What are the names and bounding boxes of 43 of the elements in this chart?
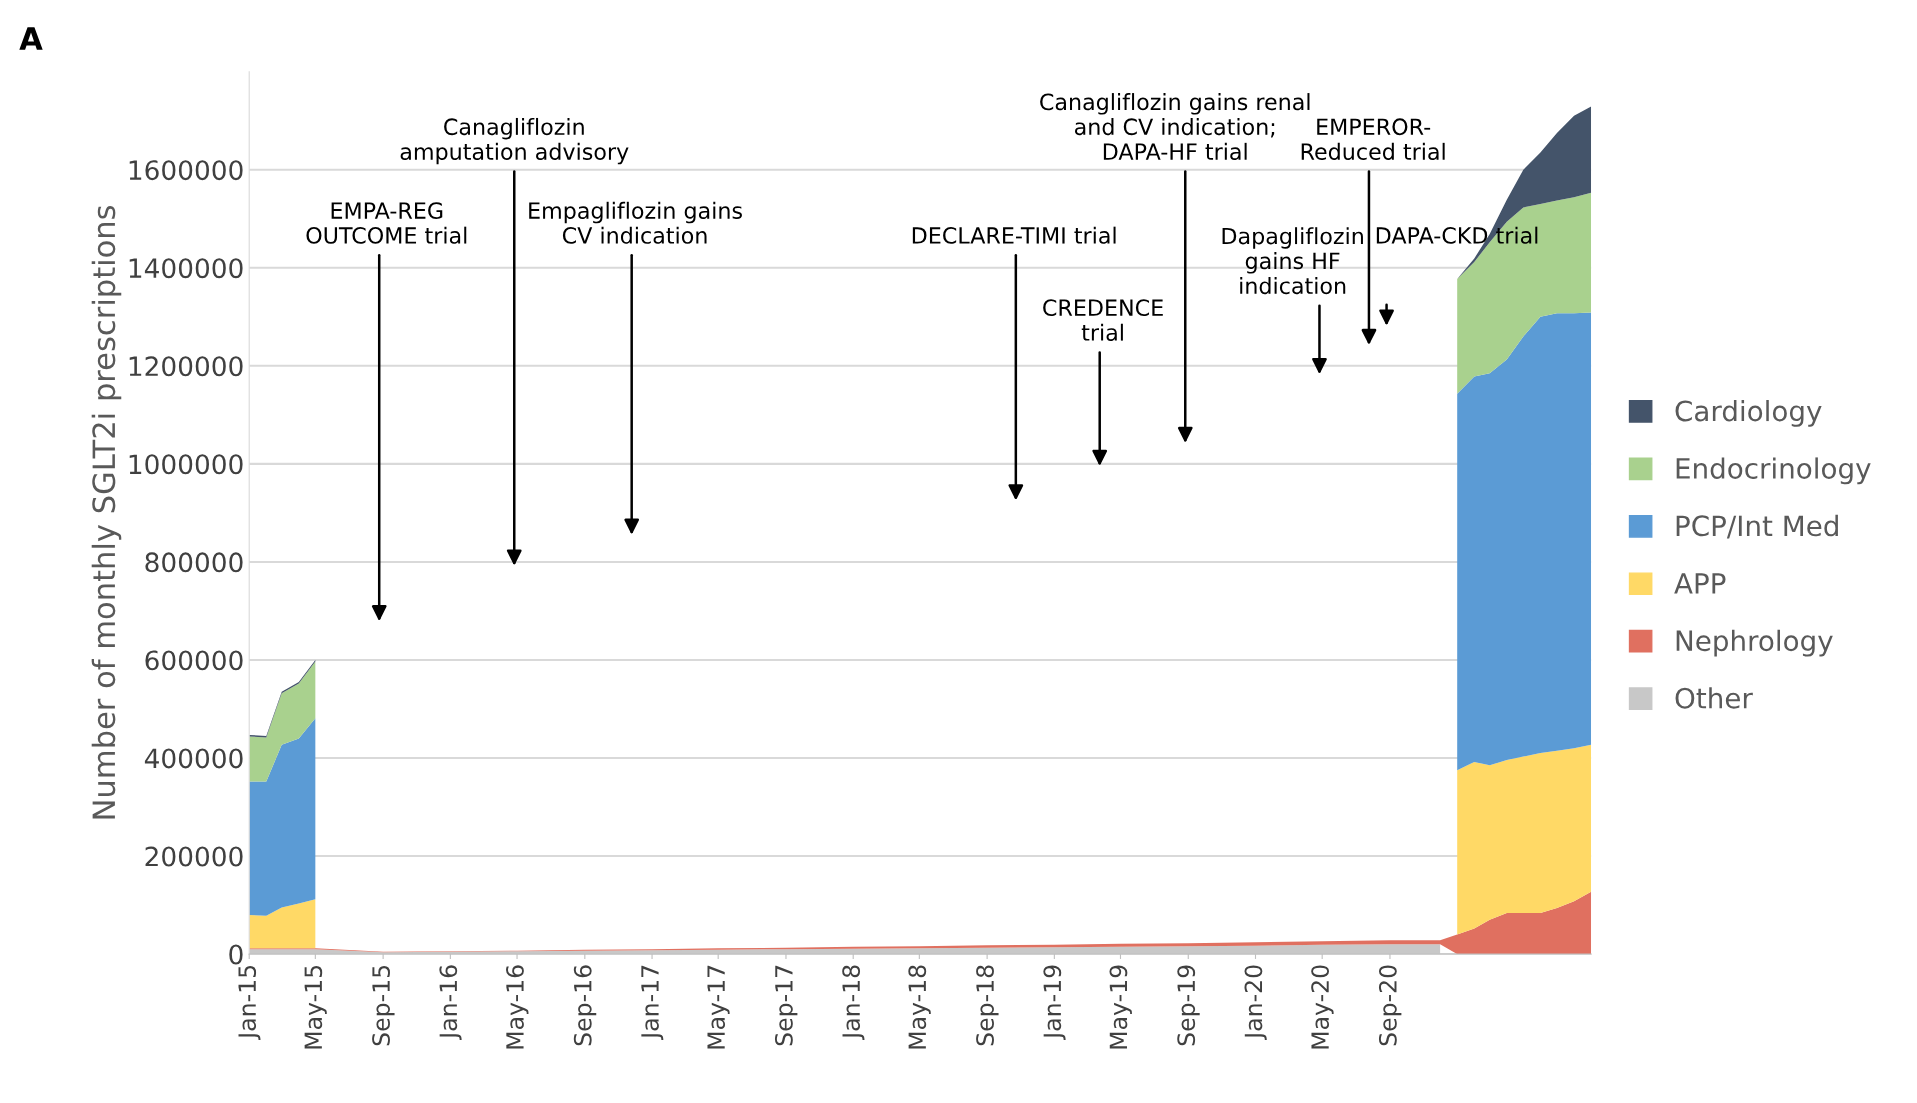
- legend-label: APP: [1674, 573, 1726, 594]
- y-axis-title: Number of monthly SGLT2i prescriptions: [91, 205, 122, 819]
- y-tick-label: 600000: [145, 650, 243, 671]
- y-tick-label: 0: [229, 944, 243, 965]
- annotation: Dapagliflozin gains HF indication: [1222, 227, 1363, 295]
- annotation: DAPA-CKD trial: [1376, 226, 1538, 244]
- x-tick-label: Jan-15: [238, 965, 261, 1040]
- legend-label: Other: [1675, 687, 1753, 709]
- x-tick-label: Sep-19: [1177, 965, 1200, 1046]
- x-tick-label: Jan-16: [439, 965, 462, 1040]
- legend-label: PCP/Int Med: [1676, 514, 1838, 539]
- annotation: DECLARE-TIMI trial: [912, 226, 1116, 244]
- y-tick-label: 800000: [145, 552, 243, 573]
- legend-label: Nephrology: [1676, 629, 1833, 657]
- annotation: CREDENCE trial: [1043, 299, 1163, 341]
- x-tick-label: May-15: [304, 965, 327, 1049]
- x-tick-label: Sep-17: [774, 965, 798, 1046]
- y-tick-label: 1600000: [129, 160, 243, 181]
- x-tick-label: Sep-16: [573, 965, 597, 1046]
- x-tick-label: Jan-17: [641, 965, 664, 1040]
- x-tick-label: Jan-18: [842, 965, 865, 1040]
- x-tick-label: Sep-20: [1378, 965, 1402, 1046]
- legend-label: Endocrinology: [1676, 457, 1871, 485]
- annotation: EMPA-REG OUTCOME trial: [306, 202, 467, 244]
- annotation: Empagliflozin gains CV indication: [529, 201, 742, 244]
- annotation: EMPEROR- Reduced trial: [1301, 118, 1445, 161]
- y-tick-label: 1000000: [129, 454, 243, 475]
- x-tick-label: Sep-15: [372, 965, 395, 1046]
- y-tick-label: 400000: [144, 748, 243, 769]
- text: A: [19, 27, 43, 50]
- x-tick-label: May-19: [1109, 965, 1132, 1049]
- y-tick-label: 1400000: [129, 258, 243, 279]
- annotation: Canagliflozin amputation advisory: [400, 117, 629, 165]
- x-tick-label: May-16: [506, 965, 529, 1049]
- x-tick-label: May-18: [908, 965, 931, 1049]
- x-tick-label: May-20: [1311, 965, 1334, 1049]
- legend-label: Cardiology: [1675, 399, 1822, 427]
- x-tick-label: Sep-18: [976, 965, 999, 1046]
- x-tick-label: May-17: [707, 965, 730, 1049]
- x-tick-label: Jan-20: [1244, 965, 1267, 1040]
- x-tick-label: Jan-19: [1043, 965, 1066, 1040]
- y-tick-label: 200000: [145, 846, 243, 867]
- y-tick-label: 1200000: [129, 356, 243, 377]
